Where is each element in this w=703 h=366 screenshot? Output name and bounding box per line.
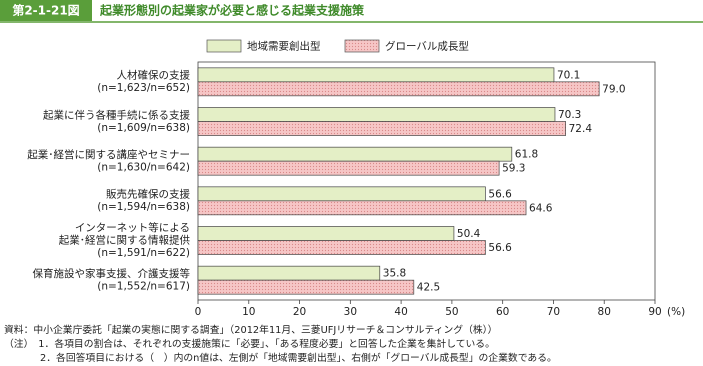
value-label: 70.3 bbox=[558, 109, 581, 121]
figure-label-box bbox=[0, 0, 92, 21]
x-tick-label: 30 bbox=[344, 306, 357, 318]
bar bbox=[197, 121, 566, 136]
legend-label: 地域需要創出型 bbox=[247, 40, 321, 53]
value-label: 79.0 bbox=[602, 83, 625, 95]
category-label: (n=1,594/n=638) bbox=[97, 201, 190, 213]
value-label: 61.8 bbox=[515, 149, 538, 161]
bar bbox=[197, 265, 381, 281]
value-label: 70.1 bbox=[557, 69, 580, 81]
figure-label: 第2-1-21図 bbox=[12, 3, 79, 18]
value-label: 56.6 bbox=[488, 242, 512, 254]
category-label: 人材確保の支援 bbox=[117, 69, 191, 82]
x-tick-label: 50 bbox=[445, 306, 458, 318]
category-label: 起業･経営に関する講座やセミナー bbox=[27, 148, 190, 161]
value-label: 64.6 bbox=[529, 202, 553, 214]
x-tick-label: 80 bbox=[598, 306, 611, 318]
note: 資料：中小企業庁委託「起業の実態に関する調査」（2012年11月、三菱UFJリサ… bbox=[4, 323, 497, 336]
x-unit: (%) bbox=[667, 306, 685, 318]
bar bbox=[197, 226, 455, 241]
x-tick-label: 20 bbox=[293, 306, 306, 318]
x-tick-label: 0 bbox=[195, 306, 202, 318]
legend-swatch bbox=[344, 39, 380, 53]
category-label: (n=1,623/n=652) bbox=[97, 82, 190, 94]
bar bbox=[197, 279, 415, 295]
category-label: 起業･経営に関する情報提供 bbox=[59, 234, 191, 247]
bar bbox=[197, 81, 600, 97]
value-label: 72.4 bbox=[569, 123, 593, 135]
value-label: 42.5 bbox=[417, 282, 440, 294]
value-label: 59.3 bbox=[502, 163, 525, 175]
category-label: (n=1,552/n=617) bbox=[97, 280, 190, 292]
x-tick-label: 60 bbox=[496, 306, 509, 318]
x-tick-label: 10 bbox=[242, 306, 255, 318]
bar bbox=[197, 160, 500, 176]
bar bbox=[197, 186, 486, 202]
bar bbox=[197, 107, 556, 122]
legend-label: グローバル成長型 bbox=[385, 40, 469, 53]
x-tick-label: 40 bbox=[394, 306, 407, 318]
category-label: (n=1,591/n=622) bbox=[97, 247, 190, 259]
bar bbox=[197, 67, 555, 83]
plot-frame bbox=[197, 61, 656, 301]
value-label: 50.4 bbox=[457, 228, 481, 240]
x-tick-label: 90 bbox=[648, 306, 661, 318]
category-label: (n=1,609/n=638) bbox=[97, 122, 190, 134]
bar bbox=[197, 146, 513, 162]
legend-swatch bbox=[206, 39, 242, 53]
value-label: 56.6 bbox=[488, 188, 512, 200]
value-label: 35.8 bbox=[383, 268, 406, 280]
category-label: 保育施設や家事支援、介護支援等 bbox=[33, 267, 191, 280]
category-label: 起業に伴う各種手続に係る支援 bbox=[43, 108, 190, 121]
category-label: 販売先確保の支援 bbox=[106, 188, 190, 201]
x-tick-label: 70 bbox=[547, 306, 560, 318]
note: 2．各回答項目における（ ）内のn値は、左側が「地域需要創出型」、右側が「グロー… bbox=[40, 351, 557, 364]
bar bbox=[197, 200, 527, 216]
category-label: インターネット等による bbox=[75, 221, 190, 234]
chart-title: 起業形態別の起業家が必要と感じる起業支援施策 bbox=[99, 3, 365, 18]
note: （注） 1．各項目の割合は、それぞれの支援施策に「必要」、「ある程度必要」と回答… bbox=[4, 337, 495, 350]
bar bbox=[197, 240, 486, 255]
category-label: (n=1,630/n=642) bbox=[97, 161, 190, 173]
